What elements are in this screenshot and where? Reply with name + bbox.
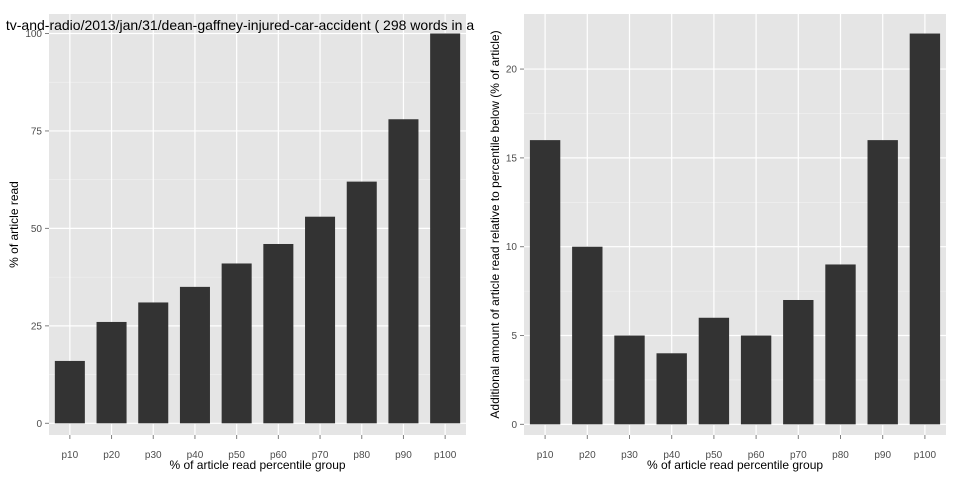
x-tick-label-p80: p80 (832, 450, 849, 461)
bar-p10 (54, 360, 85, 424)
chart-panel-2: 0 5 10 15 20 p10 p20 p30 p40 p50 p60 p70 p80 p90 p100%… (488, 14, 946, 472)
x-tick-label-p60: p60 (748, 450, 765, 461)
bar-p30 (138, 302, 169, 424)
bar-p70 (305, 216, 336, 424)
x-tick-label-p20: p20 (103, 450, 120, 461)
bar-p50 (221, 263, 252, 424)
x-tick-label-p50: p50 (706, 450, 723, 461)
bar-p70 (783, 299, 814, 425)
x-tick-label-p100: p100 (434, 450, 457, 461)
bar-p20 (572, 246, 603, 425)
x-tick-label-p20: p20 (579, 450, 596, 461)
x-tick-label-p40: p40 (663, 450, 680, 461)
chart-panel-1: 0 25 50 75 100 p10 p20 p30 p40 p50 p60 p70 p80 p90 p10… (6, 14, 474, 472)
bar-p90 (388, 119, 419, 424)
bar-p10 (529, 140, 561, 425)
y-tick-label: 0 (511, 420, 517, 431)
x-axis-title: % of article read percentile group (647, 458, 823, 472)
plot-title: tv-and-radio/2013/jan/31/dean-gaffney-in… (6, 17, 474, 33)
x-tick-label-p70: p70 (312, 450, 329, 461)
y-tick-label: 75 (31, 126, 43, 137)
x-axis-title: % of article read percentile group (169, 458, 345, 472)
bar-p90 (867, 140, 898, 425)
x-tick-label-p10: p10 (62, 450, 79, 461)
y-tick-label: 25 (31, 321, 43, 332)
y-tick-label: 50 (31, 224, 43, 235)
x-tick-label-p40: p40 (187, 450, 204, 461)
y-axis-title: % of article read (7, 181, 21, 268)
x-tick-label-p60: p60 (270, 450, 287, 461)
bar-p100 (909, 33, 941, 425)
x-tick-label-p30: p30 (145, 450, 162, 461)
y-tick-label: 10 (506, 242, 518, 253)
bar-p50 (698, 317, 730, 425)
y-tick-label: 100 (25, 29, 42, 40)
bar-p60 (263, 243, 294, 424)
y-axis-title: Additional amount of article read relati… (488, 30, 502, 418)
x-tick-label-p10: p10 (537, 450, 554, 461)
bar-p40 (179, 286, 210, 424)
y-tick-label: 20 (506, 65, 518, 76)
x-tick-label-p80: p80 (353, 450, 370, 461)
bar-p100 (430, 33, 461, 424)
x-tick-label-p50: p50 (228, 450, 245, 461)
x-tick-label-p100: p100 (914, 450, 937, 461)
bar-p60 (740, 335, 772, 425)
bar-p40 (656, 353, 687, 425)
y-tick-label: 15 (506, 153, 518, 164)
plot-title-group: tv-and-radio/2013/jan/31/dean-gaffney-in… (6, 17, 474, 33)
x-tick-label-p90: p90 (395, 450, 412, 461)
x-tick-label-p30: p30 (621, 450, 638, 461)
bar-p20 (96, 321, 127, 424)
x-tick-label-p70: p70 (790, 450, 807, 461)
bar-p80 (825, 264, 856, 425)
bar-p30 (614, 335, 645, 425)
x-tick-label-p90: p90 (874, 450, 891, 461)
y-tick-label: 5 (511, 331, 517, 342)
y-tick-label: 0 (36, 419, 42, 430)
bar-p80 (346, 181, 377, 424)
